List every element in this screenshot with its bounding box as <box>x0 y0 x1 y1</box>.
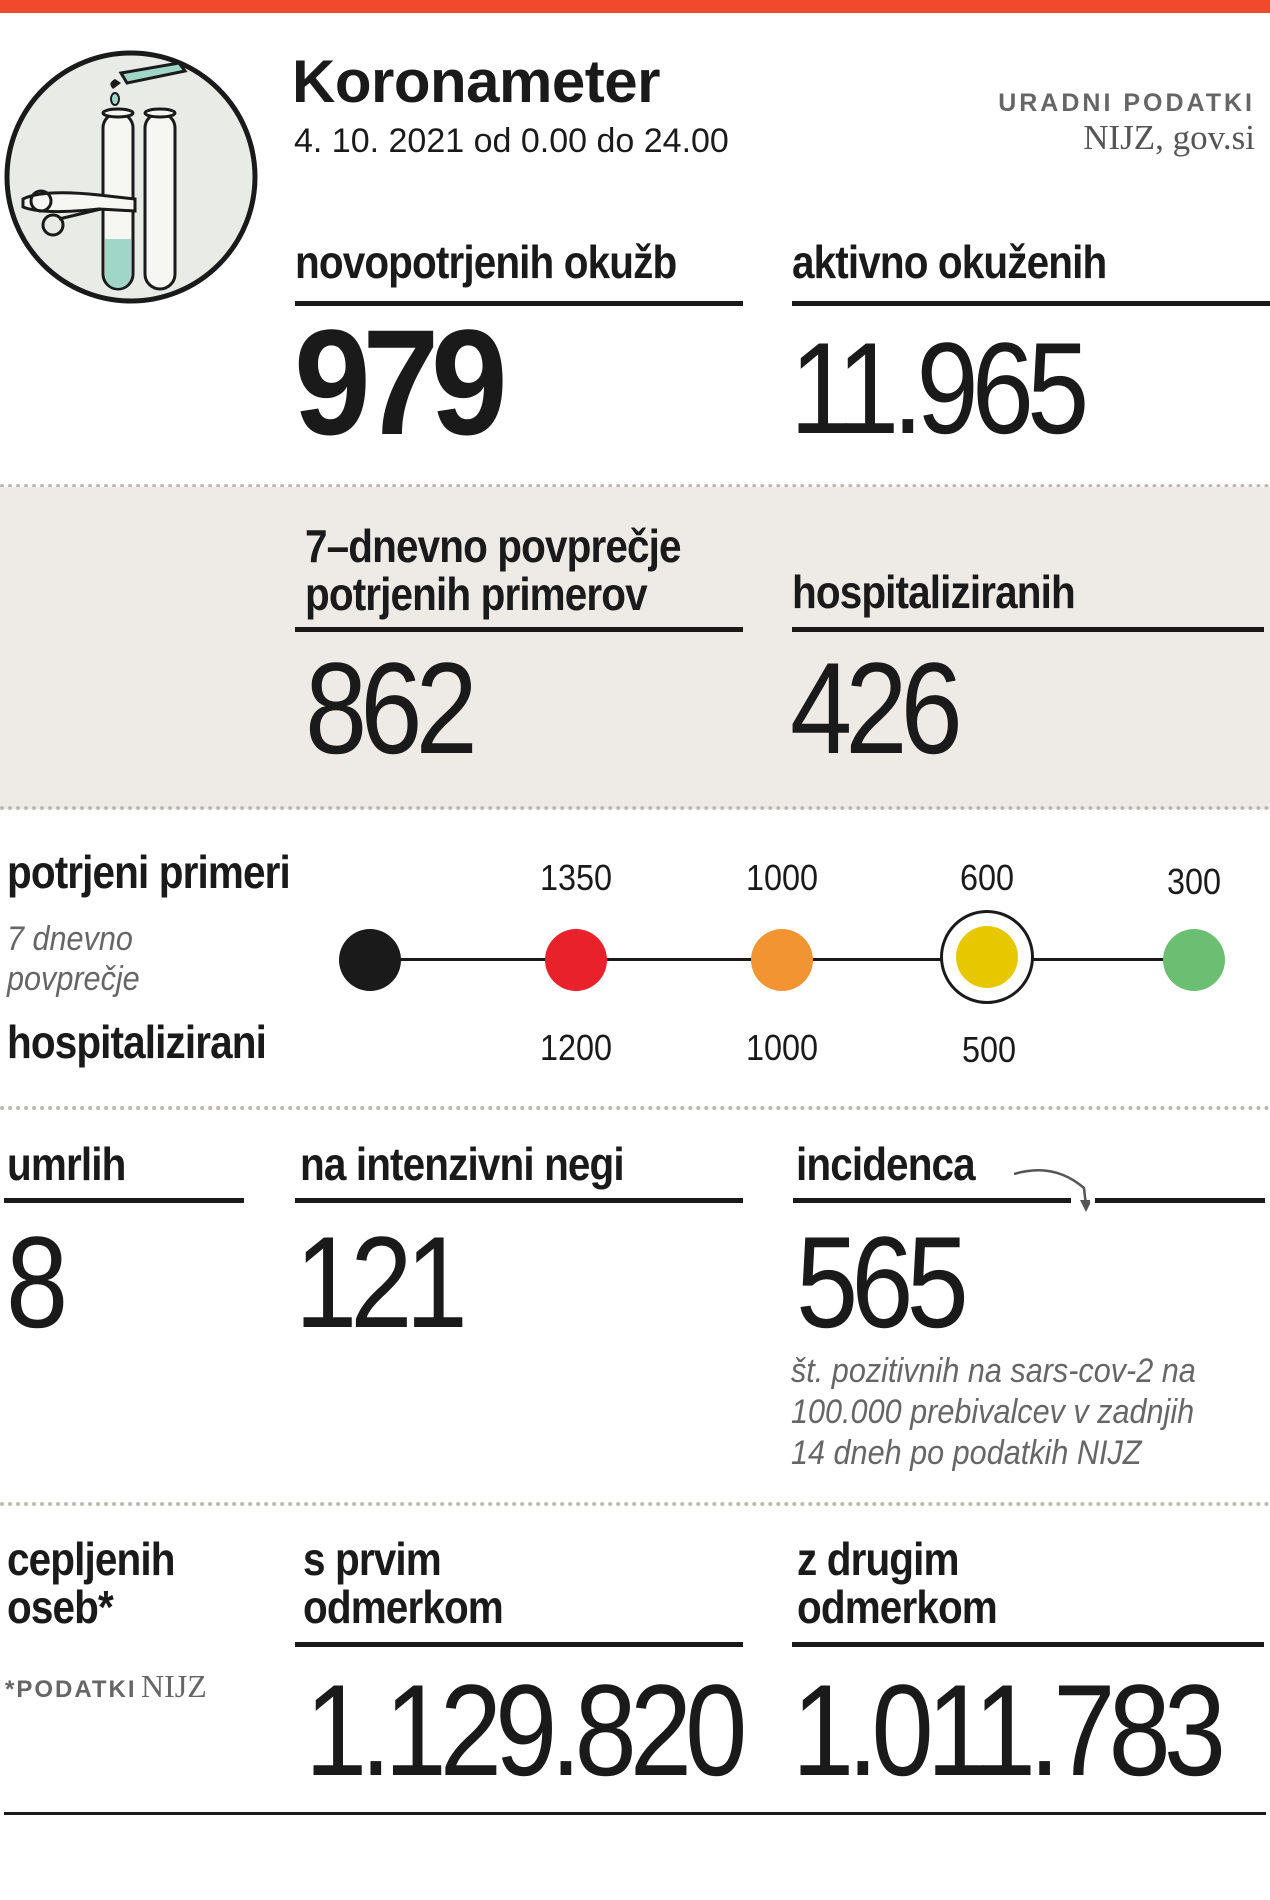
curved-arrow-icon <box>1013 1168 1090 1212</box>
first-dose-label-line2: odmerkom <box>303 1581 504 1633</box>
page-title: Koronameter <box>292 48 660 115</box>
incidence-value: 565 <box>796 1209 969 1355</box>
level-dot-red <box>545 929 607 991</box>
divider <box>1095 1198 1265 1203</box>
first-dose-label-line1: s prvim <box>303 1533 442 1585</box>
level-dot-black <box>339 929 401 991</box>
divider <box>792 627 1264 632</box>
dotted-divider <box>0 1106 1270 1110</box>
icu-value: 121 <box>295 1209 468 1355</box>
hosp-threshold-orange: 1000 <box>745 1027 819 1068</box>
second-dose-value: 1.011.783 <box>792 1657 1226 1803</box>
bottom-rule <box>4 1812 1266 1815</box>
dotted-divider <box>0 1502 1270 1506</box>
active-infections-label: aktivno okuženih <box>792 236 1107 288</box>
level-dot-orange <box>751 929 813 991</box>
divider <box>295 627 743 632</box>
cases-threshold-red: 1350 <box>539 857 613 898</box>
incidence-label: incidenca <box>796 1138 976 1190</box>
divider <box>295 301 743 306</box>
seven-day-average-value: 862 <box>305 635 478 781</box>
cases-threshold-orange: 1000 <box>745 857 819 898</box>
incidence-note-line2: 100.000 prebivalcev v zadnjih <box>791 1393 1195 1431</box>
vaccinated-label-line1: cepljenih <box>7 1533 175 1585</box>
first-dose-value: 1.129.820 <box>305 1657 747 1803</box>
scale-hospitalized-label: hospitalizirani <box>7 1016 267 1068</box>
source-name: NIJZ, gov.si <box>1083 118 1255 157</box>
current-level-ring <box>940 910 1034 1004</box>
divider <box>4 1198 244 1203</box>
top-accent-bar <box>0 0 1270 13</box>
second-dose-label-line2: odmerkom <box>797 1581 998 1633</box>
seven-day-average-label-line1: 7–dnevno povprečje <box>305 520 681 572</box>
incidence-note-line1: št. pozitivnih na sars-cov-2 na <box>791 1352 1196 1390</box>
cases-threshold-green: 300 <box>1166 861 1222 902</box>
footnote-prefix: *PODATKI <box>5 1676 137 1703</box>
dotted-divider <box>0 484 1270 488</box>
divider <box>295 1198 743 1203</box>
divider <box>295 1642 743 1647</box>
divider <box>792 301 1270 306</box>
hospitalized-label: hospitaliziranih <box>792 566 1076 618</box>
scale-average-note-line2: povprečje <box>7 960 140 998</box>
dotted-divider <box>0 806 1270 810</box>
divider <box>793 1198 1071 1203</box>
footnote-source: NIJZ <box>141 1668 207 1704</box>
source-label: URADNI PODATKI <box>998 89 1255 117</box>
hosp-threshold-yellow: 500 <box>961 1029 1017 1070</box>
deaths-label: umrlih <box>7 1138 126 1190</box>
divider <box>792 1642 1264 1647</box>
test-tubes-icon <box>4 50 258 304</box>
highlight-band <box>0 487 1270 809</box>
level-dot-yellow <box>956 926 1018 988</box>
cases-threshold-yellow: 600 <box>959 857 1015 898</box>
incidence-note-line3: 14 dneh po podatkih NIJZ <box>791 1434 1142 1472</box>
seven-day-average-label-line2: potrjenih primerov <box>305 568 648 620</box>
deaths-value: 8 <box>6 1209 68 1355</box>
scale-cases-label: potrjeni primeri <box>7 846 291 898</box>
active-infections-value: 11.965 <box>790 315 1089 461</box>
new-infections-value: 979 <box>294 298 508 466</box>
scale-average-note-line1: 7 dnevno <box>7 920 133 958</box>
report-date: 4. 10. 2021 od 0.00 do 24.00 <box>294 122 729 160</box>
new-infections-label: novopotrjenih okužb <box>295 236 677 288</box>
vaccinated-label-line2: oseb* <box>7 1581 114 1633</box>
vaccination-footnote: *PODATKI NIJZ <box>5 1668 207 1705</box>
hosp-threshold-red: 1200 <box>539 1027 613 1068</box>
hospitalized-value: 426 <box>790 635 963 781</box>
level-dot-green <box>1163 929 1225 991</box>
second-dose-label-line1: z drugim <box>797 1533 960 1585</box>
icu-label: na intenzivni negi <box>300 1138 625 1190</box>
